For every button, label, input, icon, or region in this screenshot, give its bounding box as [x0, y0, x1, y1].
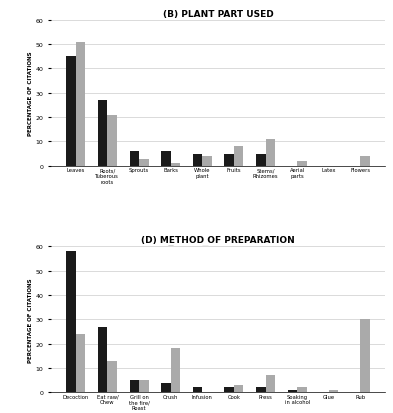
Bar — [193, 387, 202, 392]
Bar — [360, 157, 370, 166]
Bar — [224, 154, 234, 166]
Bar — [224, 387, 234, 392]
Legend: Diarrhea, Other medicinal uses: Diarrhea, Other medicinal uses — [165, 244, 271, 254]
Bar — [234, 385, 243, 392]
Bar — [288, 390, 297, 392]
Bar — [329, 390, 338, 392]
Bar — [297, 161, 307, 166]
Bar — [266, 140, 275, 166]
Bar — [107, 115, 117, 166]
Bar — [171, 349, 180, 392]
Bar — [202, 157, 212, 166]
Bar — [266, 375, 275, 392]
Bar — [193, 154, 202, 166]
Bar — [297, 387, 307, 392]
Title: (B) PLANT PART USED: (B) PLANT PART USED — [163, 9, 274, 19]
Bar — [139, 380, 149, 392]
Bar — [76, 43, 85, 166]
Bar — [234, 147, 243, 166]
Bar — [256, 387, 266, 392]
Bar — [98, 101, 107, 166]
Bar — [130, 152, 139, 166]
Bar — [66, 252, 76, 392]
Bar — [76, 334, 85, 392]
Bar — [130, 380, 139, 392]
Bar — [139, 159, 149, 166]
Bar — [161, 382, 171, 392]
Bar — [360, 320, 370, 392]
Bar — [98, 327, 107, 392]
Bar — [171, 164, 180, 166]
Y-axis label: PERCENTAGE OF CITATIONS: PERCENTAGE OF CITATIONS — [28, 277, 33, 362]
Bar — [161, 152, 171, 166]
Bar — [256, 154, 266, 166]
Y-axis label: PERCENTAGE OF CITATIONS: PERCENTAGE OF CITATIONS — [28, 51, 33, 136]
Bar — [66, 57, 76, 166]
Bar — [107, 361, 117, 392]
Title: (D) METHOD OF PREPARATION: (D) METHOD OF PREPARATION — [141, 235, 295, 244]
